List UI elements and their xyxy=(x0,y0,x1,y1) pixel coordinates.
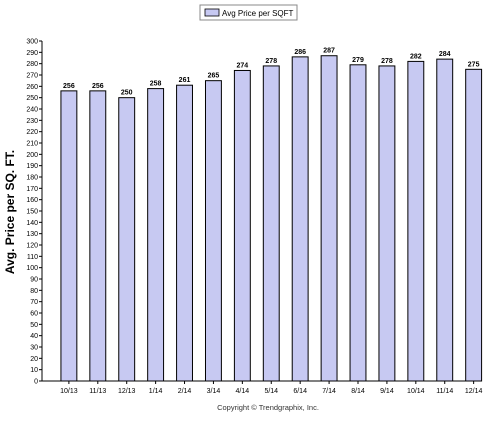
bar-value-label: 279 xyxy=(352,57,364,64)
y-tick-label: 30 xyxy=(30,345,38,352)
bar-11-14 xyxy=(436,58,454,382)
y-tick-label: 180 xyxy=(26,175,38,182)
bar-value-label: 250 xyxy=(121,90,133,97)
bar-value-label: 284 xyxy=(439,51,451,58)
bar-value-label: 256 xyxy=(92,83,104,90)
x-tick-label: 2/14 xyxy=(178,388,192,395)
x-tick-label: 12/13 xyxy=(118,388,136,395)
bar-3-14 xyxy=(204,80,222,382)
bar-10-13 xyxy=(60,90,78,382)
bar-value-label: 258 xyxy=(150,81,162,88)
bar-value-label: 287 xyxy=(323,48,335,55)
bar-5-14 xyxy=(262,65,280,382)
bar-value-label: 256 xyxy=(63,83,75,90)
y-tick-label: 60 xyxy=(30,311,38,318)
y-tick-label: 210 xyxy=(26,141,38,148)
y-tick-label: 40 xyxy=(30,333,38,340)
y-tick-label: 250 xyxy=(26,95,38,102)
y-tick-label: 80 xyxy=(30,288,38,295)
bar-value-label: 282 xyxy=(410,53,422,60)
x-tick-label: 1/14 xyxy=(149,388,163,395)
y-tick-label: 190 xyxy=(26,163,38,170)
x-tick-label: 6/14 xyxy=(293,388,307,395)
bar-value-label: 261 xyxy=(179,77,191,84)
y-tick-label: 20 xyxy=(30,356,38,363)
legend-label: Avg Price per SQFT xyxy=(222,9,294,18)
x-tick-label: 12/14 xyxy=(465,388,483,395)
bar-value-label: 278 xyxy=(381,58,393,65)
bars-group xyxy=(60,55,483,382)
bar-11-13 xyxy=(89,90,107,382)
bar-value-label: 278 xyxy=(265,58,277,65)
x-axis-ticks: 10/13 11/13 12/13 1/14 2/14 3/14 4/14 5/14 6/14 7… xyxy=(60,381,482,395)
y-tick-label: 10 xyxy=(30,367,38,374)
bar-value-label: 274 xyxy=(237,62,249,69)
y-tick-label: 260 xyxy=(26,84,38,91)
bar-value-label: 286 xyxy=(294,49,306,56)
x-tick-label: 10/13 xyxy=(60,388,78,395)
legend: Avg Price per SQFT xyxy=(199,4,298,21)
y-tick-label: 220 xyxy=(26,129,38,136)
bar-value-label: 265 xyxy=(208,73,220,80)
bar-12-13 xyxy=(118,97,136,382)
x-tick-label: 10/14 xyxy=(407,388,425,395)
y-tick-label: 230 xyxy=(26,118,38,125)
x-tick-label: 8/14 xyxy=(351,388,365,395)
x-tick-label: 11/13 xyxy=(89,388,106,395)
y-tick-label: 170 xyxy=(26,186,38,193)
bar-1-14 xyxy=(147,88,165,382)
y-axis-ticks: 0 10 20 30 40 50 60 70 80 90 100 110 120 130 140 150 160… xyxy=(26,39,42,386)
y-tick-label: 270 xyxy=(26,73,38,80)
bar-12-14 xyxy=(465,68,483,382)
y-axis-label: Avg. Price per SQ. FT. xyxy=(3,150,17,274)
y-tick-label: 120 xyxy=(26,243,38,250)
bar-value-label: 275 xyxy=(468,61,480,68)
copyright-footer: Copyright © Trendgraphix, Inc. xyxy=(217,403,319,412)
y-tick-label: 100 xyxy=(26,265,38,272)
y-tick-label: 160 xyxy=(26,197,38,204)
bar-4-14 xyxy=(233,69,251,382)
bar-10-14 xyxy=(407,60,425,382)
y-tick-label: 0 xyxy=(34,379,38,386)
value-labels-group: 256 256 250 258 261 265 274 278 286 287 279 278 282 2… xyxy=(63,48,480,97)
bar-6-14 xyxy=(291,56,309,382)
y-tick-label: 200 xyxy=(26,152,38,159)
y-tick-label: 300 xyxy=(26,39,38,46)
y-tick-label: 150 xyxy=(26,209,38,216)
y-tick-label: 140 xyxy=(26,220,38,227)
y-tick-label: 130 xyxy=(26,231,38,238)
y-tick-label: 290 xyxy=(26,50,38,57)
x-tick-label: 3/14 xyxy=(207,388,221,395)
bar-7-14 xyxy=(320,55,338,382)
legend-swatch xyxy=(204,8,220,17)
y-tick-label: 50 xyxy=(30,322,38,329)
bar-8-14 xyxy=(349,64,367,382)
x-tick-label: 5/14 xyxy=(264,388,278,395)
bar-2-14 xyxy=(176,84,193,382)
x-tick-label: 9/14 xyxy=(380,388,394,395)
y-tick-label: 280 xyxy=(26,61,38,68)
y-tick-label: 90 xyxy=(30,277,38,284)
y-tick-label: 110 xyxy=(27,254,38,261)
x-tick-label: 11/14 xyxy=(436,388,453,395)
x-tick-label: 7/14 xyxy=(322,388,336,395)
legend-box xyxy=(199,4,298,21)
x-tick-label: 4/14 xyxy=(236,388,250,395)
y-tick-label: 240 xyxy=(26,107,38,114)
bar-9-14 xyxy=(378,65,396,382)
y-tick-label: 70 xyxy=(30,299,38,306)
